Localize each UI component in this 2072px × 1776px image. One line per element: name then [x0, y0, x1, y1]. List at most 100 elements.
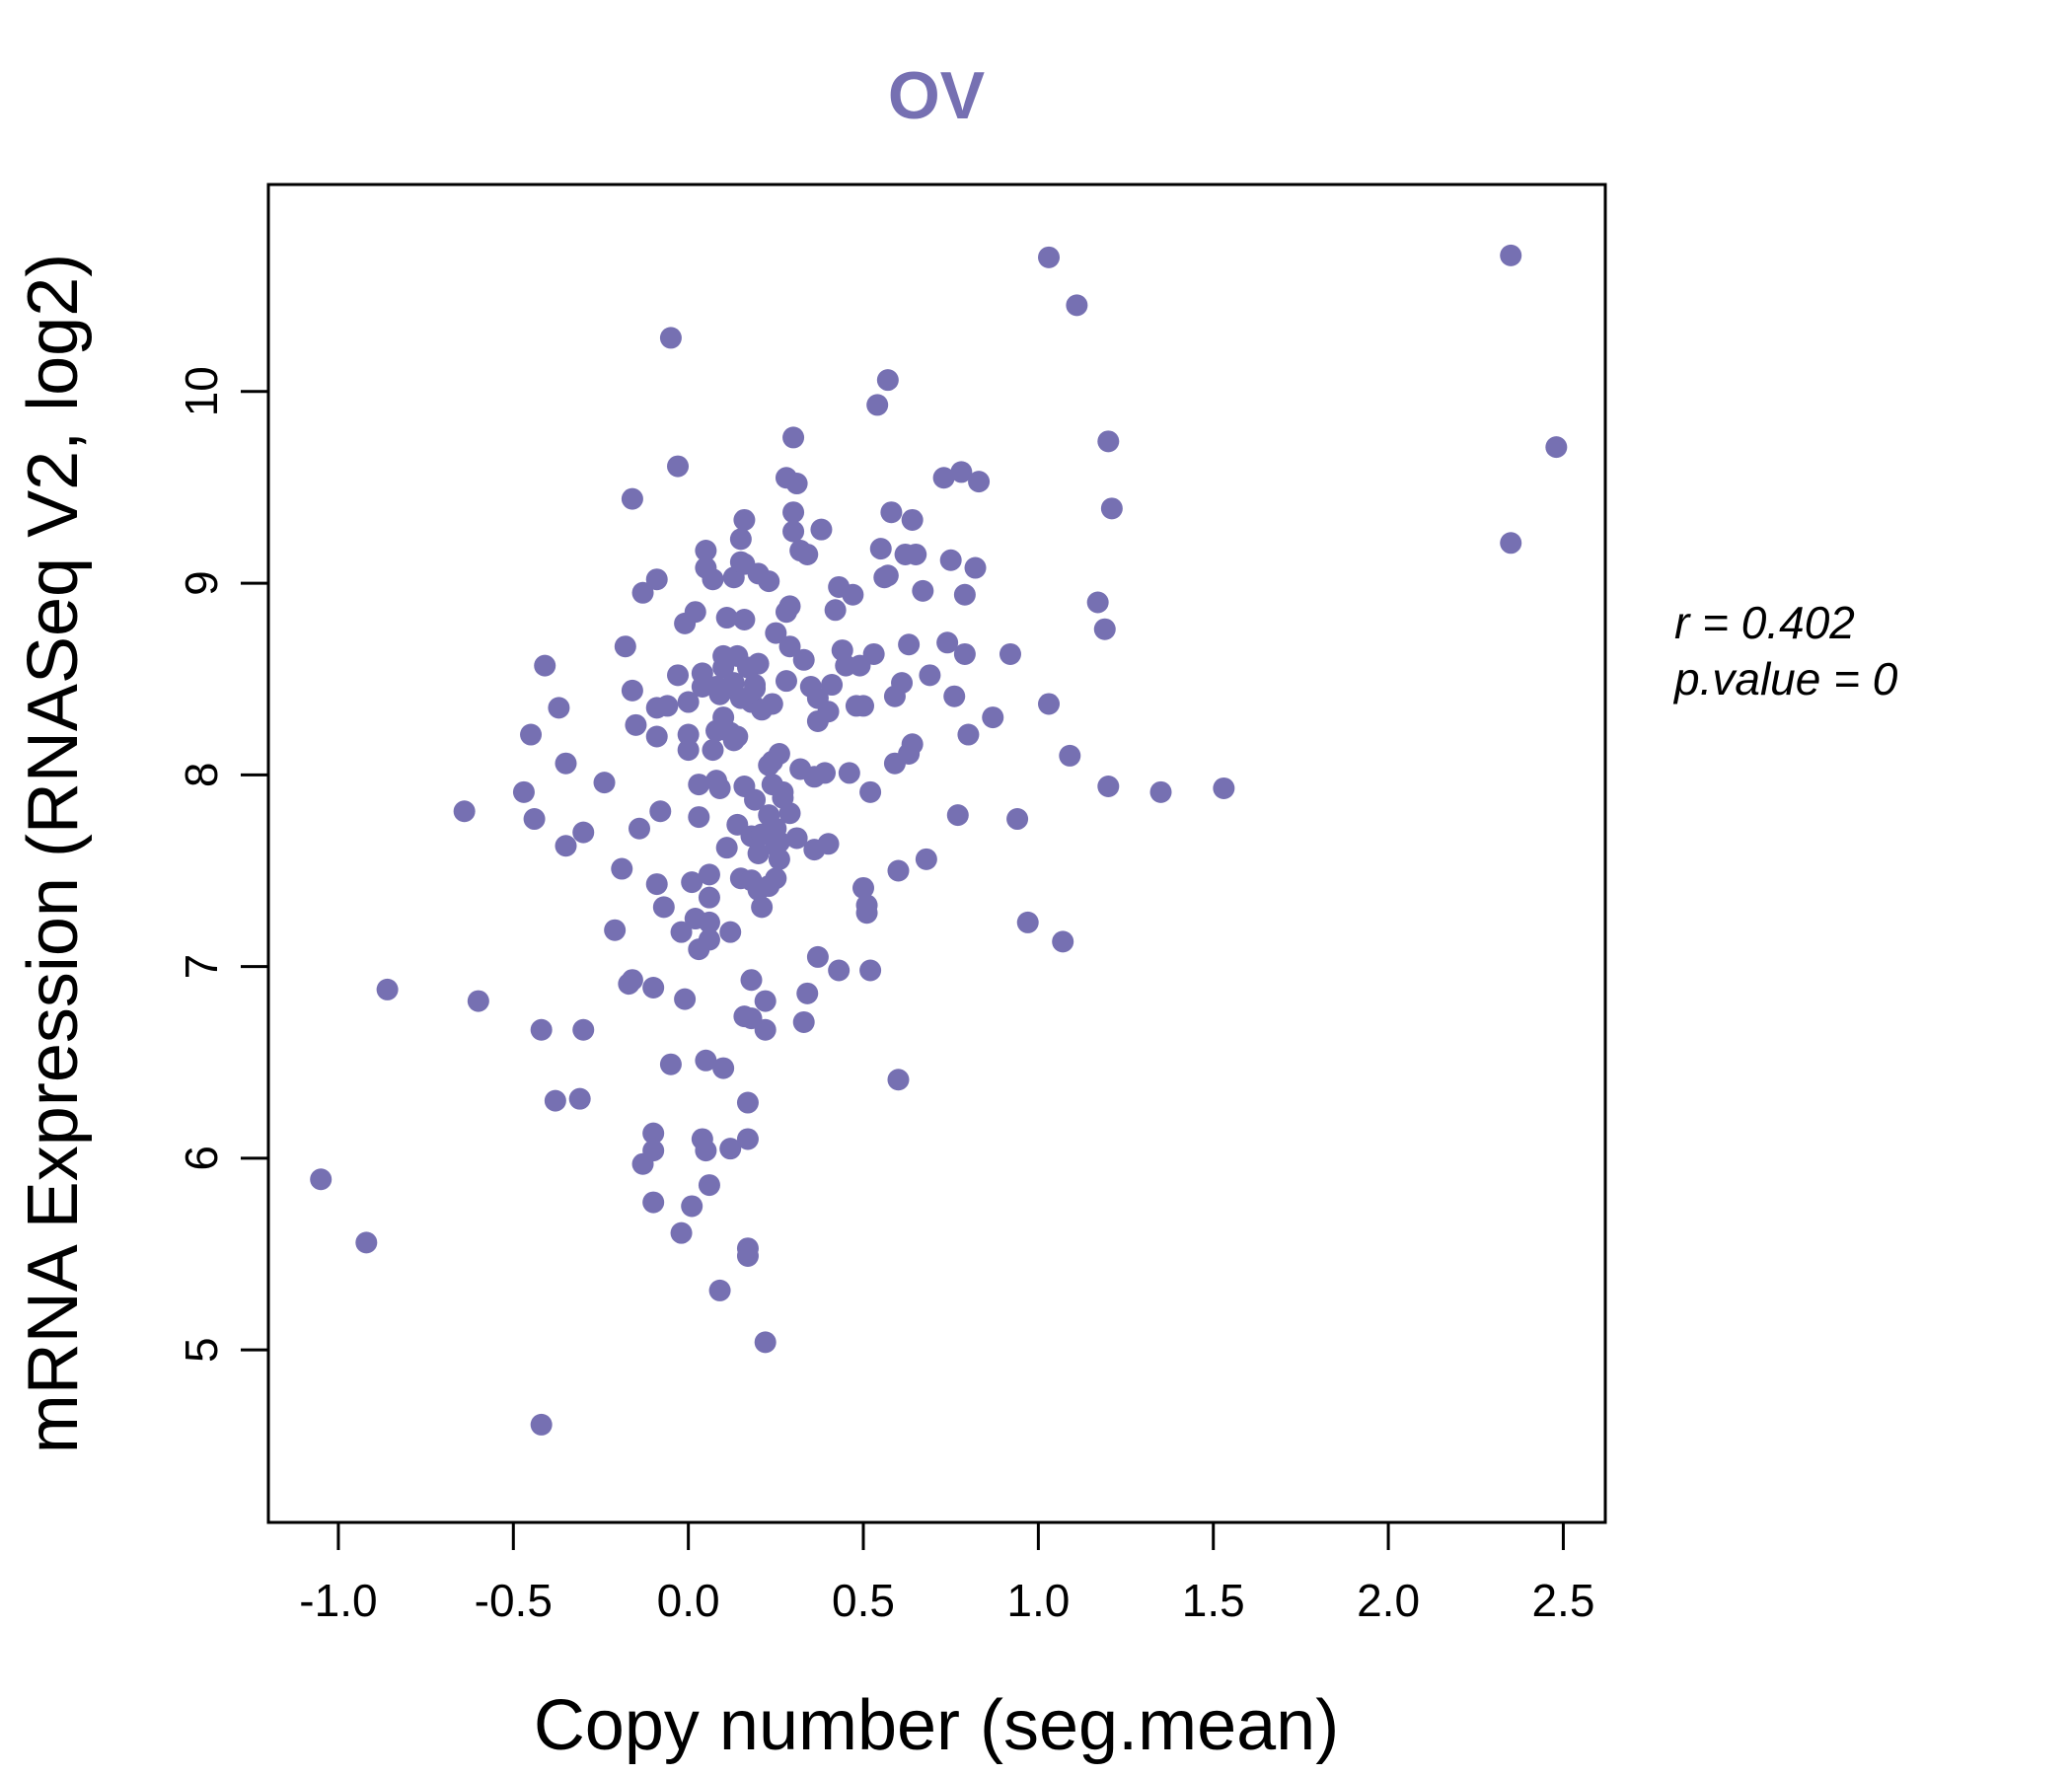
data-point: [817, 833, 840, 855]
data-point: [677, 723, 700, 746]
data-point: [796, 982, 819, 1004]
data-point: [708, 1279, 731, 1301]
data-point: [376, 978, 399, 1000]
data-point: [677, 691, 700, 713]
data-point: [642, 1140, 665, 1162]
y-tick-label: 8: [176, 763, 227, 788]
data-point: [1038, 693, 1061, 715]
data-point: [544, 1089, 566, 1112]
data-point: [555, 835, 577, 857]
y-axis-label: mRNA Expression (RNASeq V2, log2): [14, 254, 93, 1453]
y-tick-label: 7: [176, 954, 227, 980]
data-point: [768, 831, 790, 853]
data-point: [968, 471, 991, 493]
data-point: [681, 871, 703, 894]
data-point: [530, 1018, 553, 1041]
data-point: [782, 426, 805, 449]
data-point: [642, 1122, 665, 1145]
data-point: [670, 1221, 693, 1244]
data-point: [656, 695, 679, 717]
x-axis-label: Copy number (seg.mean): [534, 1686, 1339, 1765]
data-point: [943, 685, 966, 707]
data-point: [736, 1091, 759, 1114]
data-point: [736, 1128, 759, 1150]
data-point: [695, 540, 717, 562]
data-point: [778, 595, 801, 618]
data-point: [1149, 780, 1172, 803]
data-point: [744, 677, 767, 700]
data-point: [775, 670, 797, 693]
y-tick-label: 6: [176, 1146, 227, 1171]
data-point: [1038, 246, 1061, 268]
data-point: [355, 1231, 378, 1254]
data-point: [792, 1010, 815, 1033]
data-point: [887, 1069, 910, 1091]
data-point: [810, 518, 833, 541]
data-point: [1059, 744, 1081, 767]
data-point: [548, 697, 570, 719]
data-point: [821, 674, 844, 697]
data-point: [1097, 776, 1120, 798]
data-point: [645, 873, 668, 896]
data-point: [520, 723, 543, 746]
data-point: [698, 863, 720, 886]
data-point: [768, 742, 790, 765]
data-point: [681, 1195, 703, 1218]
data-point: [891, 672, 914, 695]
data-point: [754, 1331, 777, 1354]
data-point: [782, 520, 805, 543]
data-point: [887, 859, 910, 882]
data-point: [652, 896, 675, 919]
data-point: [702, 568, 724, 591]
data-point: [604, 919, 627, 941]
y-tick-label: 10: [176, 366, 227, 416]
data-point: [1006, 808, 1029, 831]
data-point: [912, 579, 934, 602]
data-point: [568, 1087, 591, 1110]
data-point: [817, 701, 840, 723]
data-point: [876, 564, 899, 587]
data-point: [688, 774, 710, 796]
data-point: [828, 959, 851, 982]
data-point: [733, 608, 756, 630]
data-point: [751, 896, 774, 919]
data-point: [932, 467, 955, 489]
x-tick-label: 0.5: [832, 1575, 895, 1626]
data-point: [999, 642, 1021, 665]
data-point: [695, 1049, 717, 1072]
data-point: [649, 800, 672, 823]
data-point: [310, 1168, 333, 1191]
data-point: [1500, 532, 1522, 555]
x-tick-label: 1.5: [1182, 1575, 1245, 1626]
data-point: [642, 976, 665, 999]
correlation-p-value: p.value = 0: [1672, 653, 1898, 704]
data-point: [1052, 930, 1074, 953]
x-tick-label: 1.0: [1006, 1575, 1070, 1626]
data-point: [708, 777, 731, 799]
data-points: [310, 244, 1568, 1436]
data-point: [523, 808, 546, 831]
data-point: [729, 528, 752, 551]
data-point: [625, 713, 647, 736]
data-point: [1093, 618, 1116, 640]
data-point: [667, 664, 690, 687]
data-point: [792, 648, 815, 671]
data-point: [862, 642, 885, 665]
data-point: [852, 695, 875, 717]
data-point: [698, 1174, 720, 1197]
data-point: [691, 662, 713, 685]
data-point: [761, 693, 783, 715]
data-point: [1097, 430, 1120, 453]
data-point: [866, 394, 889, 416]
data-point: [950, 461, 973, 483]
data-point: [698, 886, 720, 909]
data-point: [733, 508, 756, 531]
data-point: [936, 631, 959, 654]
data-point: [572, 1018, 595, 1041]
data-point: [782, 501, 805, 524]
data-point: [765, 867, 787, 890]
data-point: [715, 837, 738, 859]
data-point: [740, 969, 763, 992]
data-point: [939, 549, 962, 571]
data-point: [698, 911, 720, 933]
